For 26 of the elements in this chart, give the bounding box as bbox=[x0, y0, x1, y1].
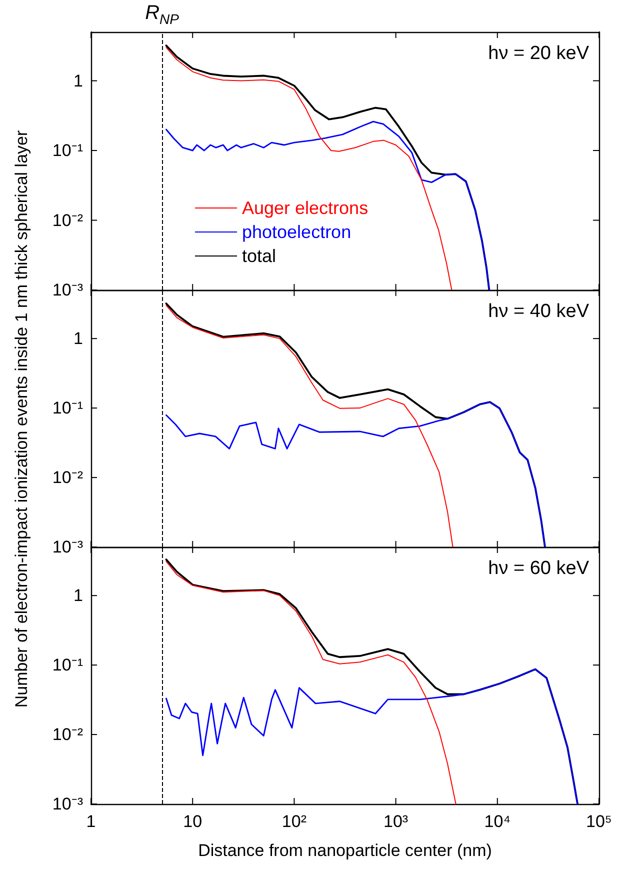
y-tick-label: 1 bbox=[74, 586, 83, 606]
x-tick-label: 10³ bbox=[384, 812, 408, 831]
annotation: hν = 60 keV bbox=[488, 558, 590, 579]
y-tick-label: 10⁻³ bbox=[52, 538, 84, 556]
y-tick-label: 10⁻² bbox=[52, 725, 84, 744]
x-tick-label: 10⁴ bbox=[484, 812, 511, 831]
y-tick-label: 10⁻³ bbox=[52, 280, 84, 300]
x-tick-label: 10⁵ bbox=[586, 812, 612, 831]
y-tick-label: 10⁻² bbox=[52, 468, 84, 488]
x-tick-label: 10² bbox=[282, 812, 307, 831]
legend-label: total bbox=[242, 246, 276, 266]
x-axis-title: Distance from nanoparticle center (nm) bbox=[198, 841, 492, 860]
x-tick-label: 10 bbox=[183, 812, 202, 831]
y-tick-label: 10⁻¹ bbox=[52, 656, 84, 675]
x-tick-label: 1 bbox=[86, 812, 96, 831]
y-axis-title: Number of electron-impact ionization events inside 1 nm thick spherical layer bbox=[12, 130, 32, 708]
annotation: hν = 40 keV bbox=[488, 301, 590, 322]
y-tick-label: 10⁻² bbox=[52, 210, 84, 230]
y-tick-label: 1 bbox=[74, 329, 83, 348]
y-tick-label: 10⁻¹ bbox=[52, 398, 84, 418]
y-tick-label: 1 bbox=[74, 71, 83, 90]
legend-label: photoelectron bbox=[242, 222, 352, 242]
annotation: hν = 20 keV bbox=[488, 43, 590, 64]
y-tick-label: 10⁻¹ bbox=[52, 141, 84, 160]
legend-label: Auger electrons bbox=[242, 198, 368, 218]
y-tick-label: 10⁻³ bbox=[52, 794, 84, 814]
